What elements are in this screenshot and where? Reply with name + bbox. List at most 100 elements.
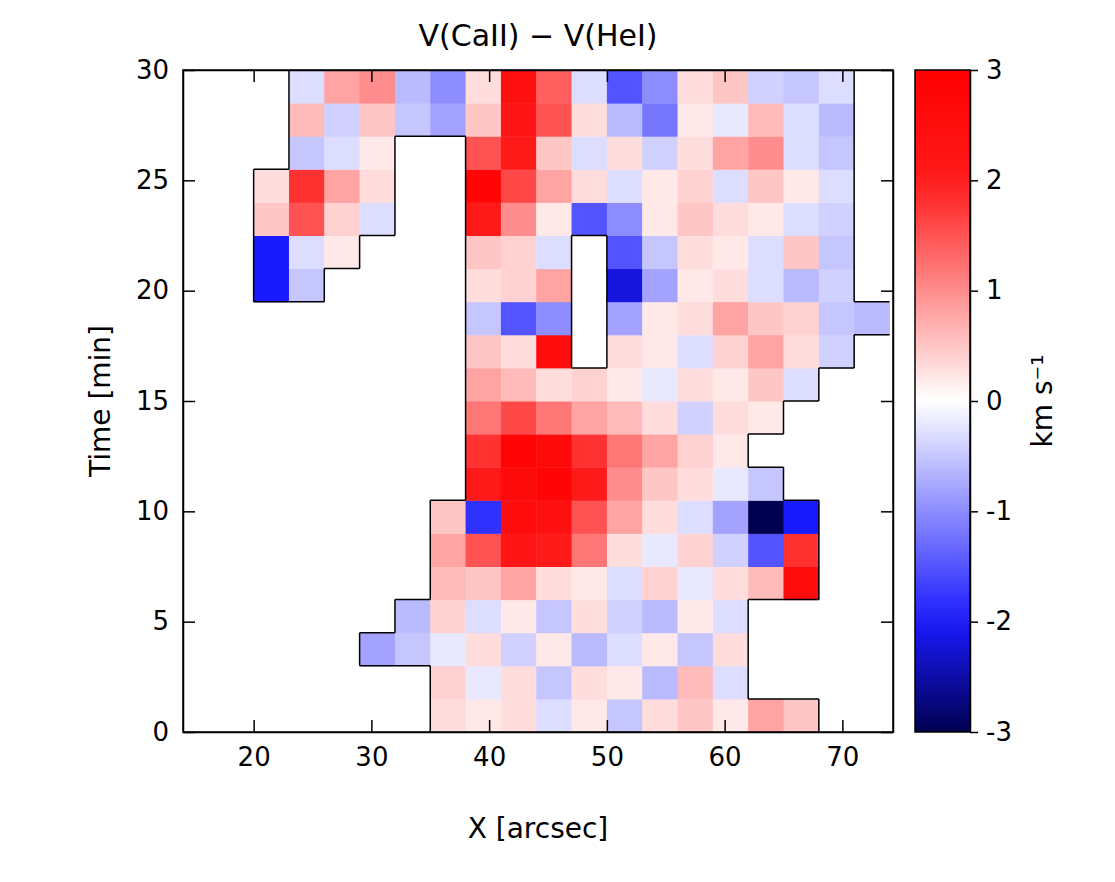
cell bbox=[819, 169, 855, 203]
tick-label: 10 bbox=[136, 496, 169, 526]
cell bbox=[642, 202, 678, 236]
cell bbox=[607, 401, 643, 435]
cell bbox=[713, 401, 749, 435]
tick: 25 bbox=[136, 165, 195, 195]
cell bbox=[607, 202, 643, 236]
cell bbox=[466, 236, 502, 270]
cell bbox=[430, 70, 466, 104]
cell bbox=[501, 567, 537, 601]
y-axis-title: Time [min] bbox=[84, 325, 117, 478]
cell bbox=[360, 136, 396, 170]
cell bbox=[572, 368, 608, 402]
cell bbox=[642, 401, 678, 435]
cell bbox=[748, 269, 784, 303]
cell bbox=[430, 533, 466, 567]
tick: 5 bbox=[152, 606, 195, 636]
cell bbox=[572, 533, 608, 567]
tick: 20 bbox=[238, 720, 271, 772]
cell bbox=[678, 70, 714, 104]
tick-mark bbox=[183, 732, 195, 734]
colorbar-axis: -3-2-10123 bbox=[970, 55, 1012, 747]
cell bbox=[360, 103, 396, 137]
cell bbox=[466, 136, 502, 170]
cell bbox=[466, 335, 502, 369]
cell bbox=[819, 335, 855, 369]
cell bbox=[572, 169, 608, 203]
cell bbox=[289, 236, 325, 270]
cell bbox=[748, 103, 784, 137]
tick: 30 bbox=[136, 55, 195, 85]
cell bbox=[607, 236, 643, 270]
tick: 60 bbox=[709, 720, 742, 772]
cell bbox=[254, 202, 290, 236]
tick-label: 25 bbox=[136, 165, 169, 195]
cell bbox=[678, 567, 714, 601]
tick-label: 50 bbox=[591, 742, 624, 772]
cell bbox=[572, 699, 608, 732]
tick-mark bbox=[881, 621, 893, 623]
cell bbox=[819, 136, 855, 170]
cell bbox=[819, 269, 855, 303]
cell bbox=[430, 699, 466, 732]
tick: 15 bbox=[136, 386, 195, 416]
cell bbox=[536, 202, 572, 236]
tick-label: 60 bbox=[709, 742, 742, 772]
cell bbox=[324, 236, 360, 270]
cell bbox=[430, 567, 466, 601]
cell bbox=[819, 236, 855, 270]
cell bbox=[536, 567, 572, 601]
title: V(CaII) − V(HeI) bbox=[419, 18, 658, 53]
cell bbox=[678, 169, 714, 203]
cell bbox=[713, 467, 749, 501]
cell bbox=[536, 269, 572, 303]
cell bbox=[466, 533, 502, 567]
cell bbox=[536, 533, 572, 567]
cell bbox=[607, 600, 643, 634]
cell bbox=[607, 699, 643, 732]
cell bbox=[783, 302, 819, 336]
cell bbox=[607, 302, 643, 336]
cell bbox=[748, 500, 784, 534]
cell bbox=[607, 169, 643, 203]
cell bbox=[501, 633, 537, 667]
cell bbox=[748, 136, 784, 170]
cell bbox=[466, 103, 502, 137]
tick-mark bbox=[970, 511, 978, 513]
cell bbox=[783, 699, 819, 732]
tick bbox=[725, 70, 726, 82]
cell bbox=[466, 169, 502, 203]
cell bbox=[713, 699, 749, 732]
cell bbox=[713, 567, 749, 601]
cell bbox=[642, 467, 678, 501]
cell bbox=[642, 368, 678, 402]
tick: 0 bbox=[970, 386, 1003, 416]
cell bbox=[501, 269, 537, 303]
cell bbox=[572, 666, 608, 700]
cell bbox=[642, 169, 678, 203]
cell bbox=[713, 600, 749, 634]
cell bbox=[678, 633, 714, 667]
cell bbox=[607, 533, 643, 567]
cell bbox=[395, 103, 431, 137]
tick-mark bbox=[881, 401, 893, 403]
cell bbox=[395, 600, 431, 634]
cell bbox=[466, 500, 502, 534]
cell bbox=[642, 567, 678, 601]
cell bbox=[713, 169, 749, 203]
tick: -2 bbox=[970, 606, 1012, 636]
tick-label: 1 bbox=[986, 275, 1003, 305]
tick-mark bbox=[970, 180, 978, 182]
tick-mark bbox=[253, 720, 255, 732]
cell bbox=[607, 103, 643, 137]
cell bbox=[430, 633, 466, 667]
cell bbox=[536, 633, 572, 667]
tick-mark bbox=[607, 70, 609, 82]
tick-label: 0 bbox=[986, 386, 1003, 416]
cell bbox=[466, 368, 502, 402]
cell bbox=[501, 169, 537, 203]
tick: -1 bbox=[970, 496, 1012, 526]
tick-label: 20 bbox=[238, 742, 271, 772]
cell bbox=[713, 70, 749, 104]
cell bbox=[607, 335, 643, 369]
cell bbox=[572, 202, 608, 236]
